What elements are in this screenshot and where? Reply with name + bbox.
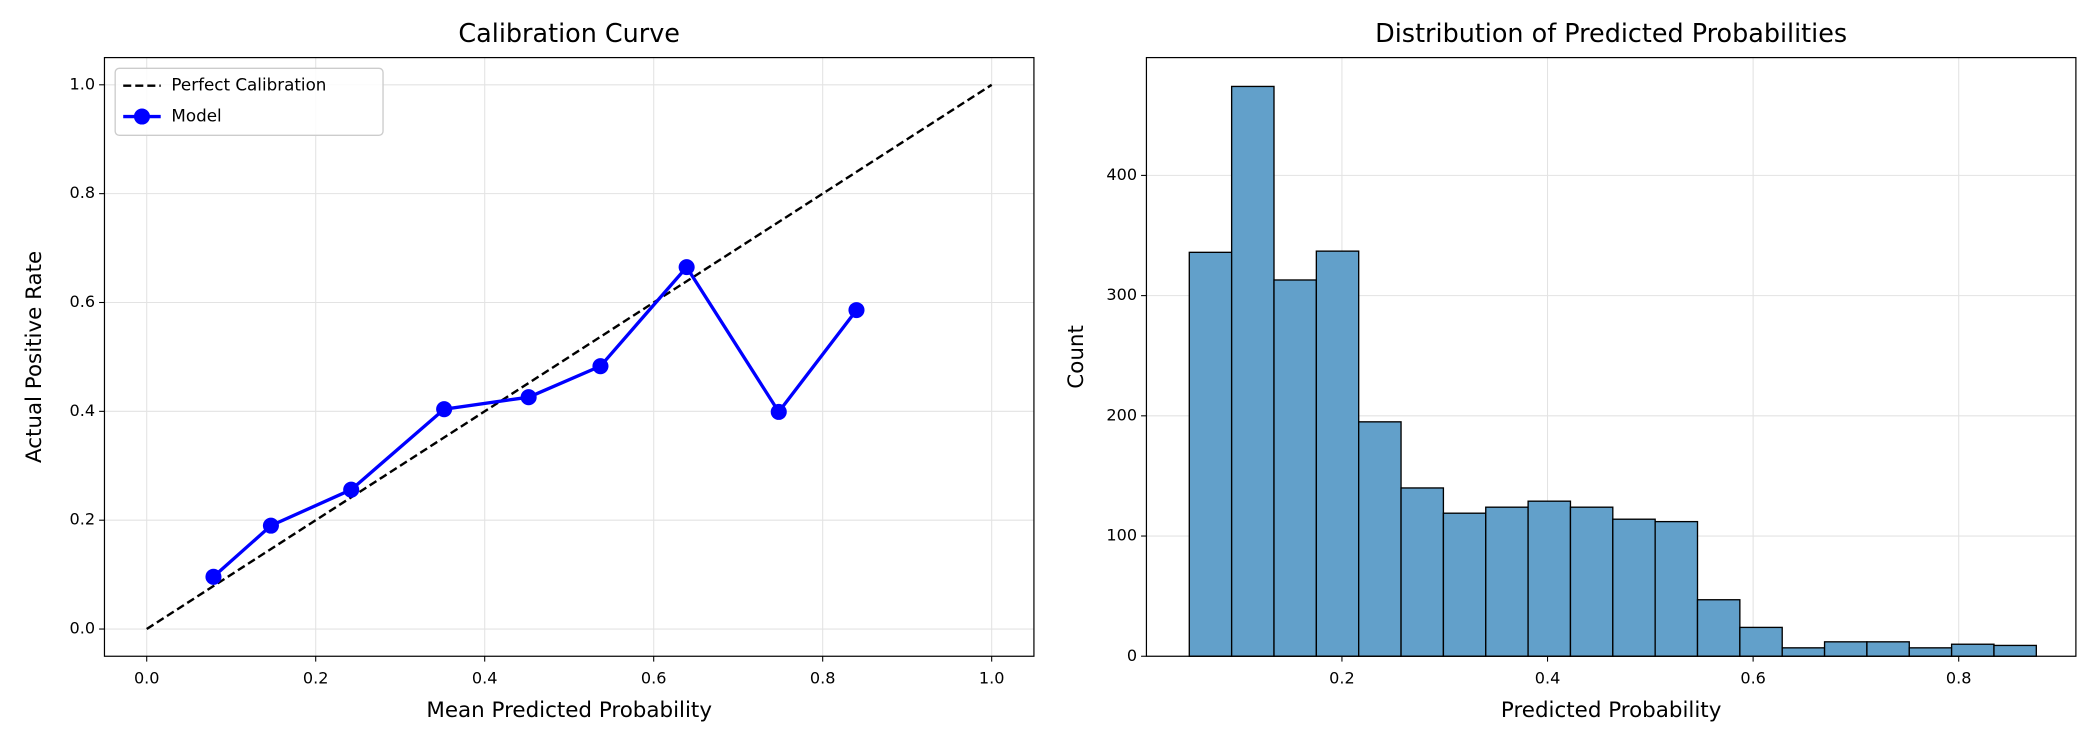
y-tick-label: 0 (1127, 646, 1137, 665)
marker (848, 302, 865, 319)
bar (1230, 85, 1275, 657)
x-tick-label: 0.6 (641, 669, 667, 688)
marker (678, 259, 695, 276)
bar (1950, 643, 1995, 657)
y-tick-label: 0.2 (70, 510, 96, 529)
line (212, 264, 858, 579)
bar (1569, 506, 1614, 657)
y-tick-label: 0.8 (70, 183, 96, 202)
marker (770, 403, 787, 420)
x-tick-label: 0.8 (810, 669, 836, 688)
bar (1400, 487, 1445, 657)
bar (1823, 641, 1868, 657)
line (146, 83, 993, 631)
y-tick-label: 200 (1106, 405, 1137, 424)
y-tick-label: 100 (1106, 526, 1137, 545)
y-tick-label: 0.4 (70, 401, 96, 420)
legend-label: Perfect Calibration (171, 75, 326, 95)
bar (1442, 512, 1487, 657)
x-tick-label: 0.2 (303, 669, 329, 688)
marker (520, 389, 537, 406)
y-tick-label: 0.6 (70, 292, 96, 311)
marker (205, 568, 222, 585)
bar (1485, 506, 1529, 657)
y-axis-label: Count (1064, 325, 1089, 389)
y-tick-label: 300 (1106, 285, 1137, 304)
marker (592, 358, 609, 375)
bar (1315, 250, 1360, 657)
y-axis-label: Actual Positive Rate (22, 251, 47, 463)
marker (436, 401, 453, 418)
chart: Calibration Curve Mean Predicted Probabil… (22, 18, 1035, 723)
legend-marker (133, 108, 150, 125)
bar (1908, 647, 1953, 657)
chart-title: Calibration Curve (458, 18, 680, 48)
bar (1358, 421, 1402, 657)
x-tick-label: 0.6 (1740, 669, 1766, 688)
bar (1739, 626, 1783, 657)
marker (343, 481, 360, 498)
chart-title: Distribution of Predicted Probabilities (1375, 18, 1847, 48)
plot-frame (103, 56, 1035, 657)
bar (1781, 647, 1826, 657)
bar (1866, 641, 1910, 657)
chart: Distribution of Predicted Probabilities P… (1064, 18, 2077, 723)
y-tick-label: 0.0 (70, 619, 96, 638)
bar (1188, 251, 1233, 657)
x-axis-label: Mean Predicted Probability (426, 698, 712, 723)
x-tick-label: 0.0 (134, 669, 160, 688)
x-tick-label: 0.8 (1946, 669, 1972, 688)
bar (1696, 599, 1741, 657)
bar (1527, 500, 1572, 657)
x-tick-label: 0.2 (1329, 669, 1355, 688)
plot-frame (1145, 56, 2077, 657)
bar (1654, 520, 1699, 657)
legend-label: Model (171, 106, 221, 126)
y-tick-label: 400 (1106, 165, 1137, 184)
x-axis-label: Predicted Probability (1501, 698, 1722, 723)
bar (1273, 279, 1318, 657)
bar (1993, 644, 2037, 657)
x-tick-label: 0.4 (1535, 669, 1561, 688)
x-tick-label: 1.0 (979, 669, 1005, 688)
marker (262, 517, 279, 534)
bar (1612, 518, 1656, 657)
legend-box (114, 67, 384, 136)
x-tick-label: 0.4 (472, 669, 498, 688)
y-tick-label: 1.0 (70, 74, 96, 93)
